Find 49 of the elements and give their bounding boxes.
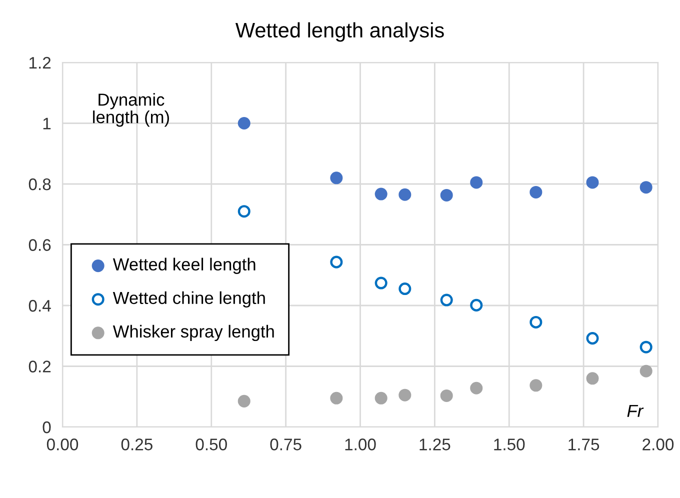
point	[238, 116, 250, 130]
point	[470, 382, 483, 394]
x-tick-label: 1.00	[345, 438, 376, 450]
point	[398, 388, 412, 402]
point	[238, 205, 250, 218]
point	[530, 186, 542, 198]
point	[586, 176, 599, 189]
point	[330, 256, 343, 268]
y-axis-title: Dynamic length (m)	[93, 93, 169, 127]
point	[640, 340, 652, 354]
point	[586, 332, 599, 345]
x-tick-label: 0.00	[46, 438, 78, 450]
point	[440, 188, 453, 202]
point	[530, 379, 542, 392]
y-tick-label: 0	[42, 421, 51, 434]
x-axis-title: Fr	[627, 404, 644, 417]
x-tick-label: 1.50	[494, 438, 525, 450]
x-tick-label: 0.25	[121, 438, 152, 450]
legend-label: Wetted chine length	[112, 291, 265, 308]
x-tick-label: 0.50	[196, 438, 227, 450]
point	[640, 181, 652, 194]
legend-label: Whisker spray length	[112, 324, 274, 342]
y-tick-label: 0.8	[28, 178, 51, 190]
point	[398, 188, 412, 201]
chart-title: Wetted length analysis	[235, 22, 444, 42]
point	[330, 392, 343, 404]
y-tick-label: 1	[43, 118, 51, 130]
point	[374, 276, 388, 290]
point	[470, 298, 483, 312]
point	[238, 394, 250, 408]
x-tick-label: 1.75	[568, 438, 600, 450]
y-tick-label: 1.2	[29, 56, 51, 69]
point	[440, 294, 453, 306]
x-tick-label: 1.25	[420, 438, 450, 450]
x-tick-label: 0.75	[270, 438, 302, 450]
y-tick-label: 0.6	[28, 239, 51, 251]
point	[640, 364, 652, 378]
point	[530, 316, 542, 328]
point	[374, 392, 388, 404]
legend-label: Wetted keel length	[112, 258, 256, 274]
point	[374, 188, 388, 200]
point	[398, 282, 412, 296]
point	[586, 372, 599, 385]
x-tick-label: 2.00	[642, 438, 674, 450]
y-tick-label: 0.4	[28, 300, 51, 312]
y-tick-label: 0.2	[28, 360, 51, 372]
point	[470, 176, 483, 189]
point	[330, 172, 343, 184]
point	[440, 389, 453, 402]
